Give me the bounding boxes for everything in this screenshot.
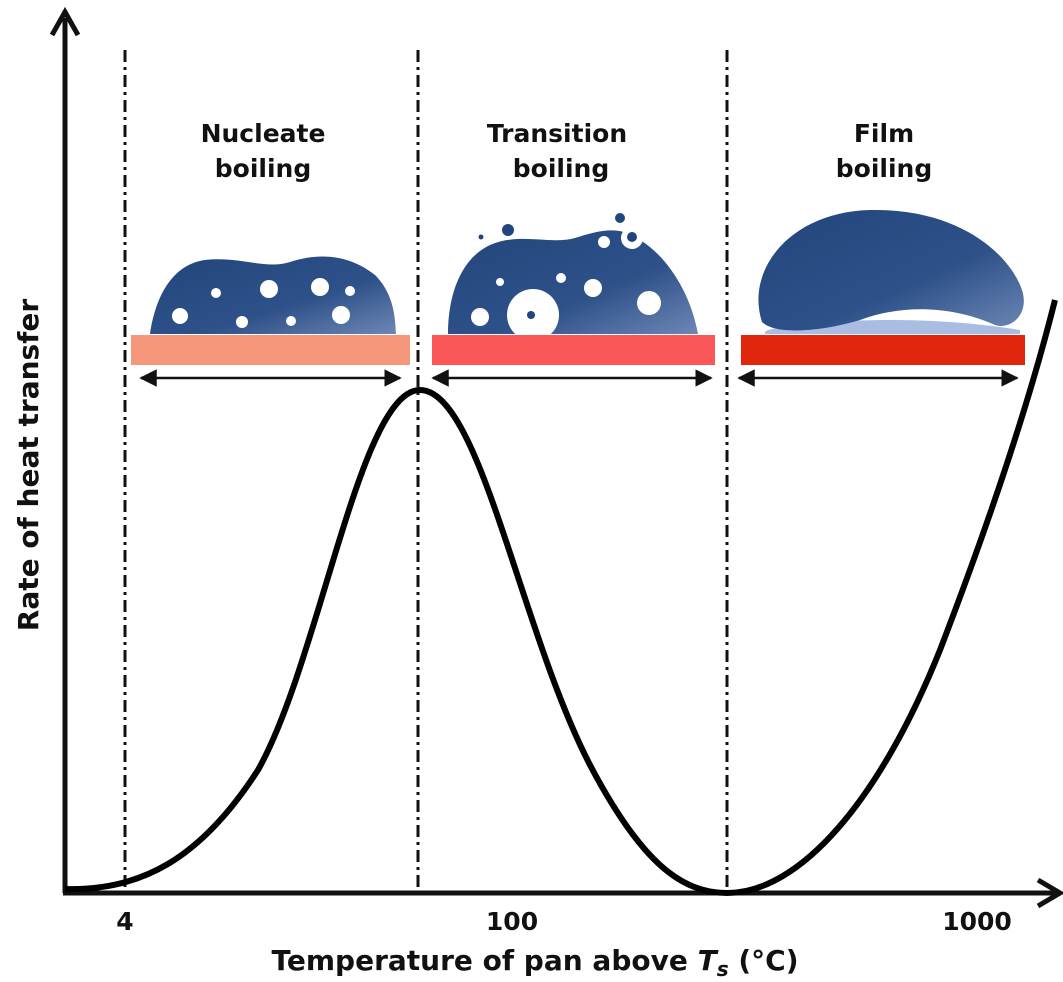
region-label: Nucleate bbox=[201, 119, 326, 148]
pan bbox=[131, 335, 410, 365]
x-tick-label: 4 bbox=[116, 907, 133, 936]
pan bbox=[741, 335, 1025, 365]
x-title-symbol: T bbox=[698, 944, 719, 977]
x-tick-label: 100 bbox=[486, 907, 538, 936]
region-label: boiling bbox=[836, 154, 932, 183]
region-label: boiling bbox=[215, 154, 311, 183]
region-label: Transition bbox=[487, 119, 627, 148]
boiling-diagram: Nucleate boiling Transition boiling Film… bbox=[0, 0, 1063, 982]
x-axis-title: Temperature of pan above Ts (°C) bbox=[271, 944, 798, 981]
y-axis-title: Rate of heat transfer bbox=[12, 299, 45, 632]
boiling-curve bbox=[65, 300, 1055, 893]
film-droplet bbox=[758, 210, 1023, 334]
x-title-subscript: s bbox=[717, 957, 729, 981]
transition-droplet bbox=[448, 213, 698, 341]
pan bbox=[432, 335, 715, 365]
region-label: boiling bbox=[513, 154, 609, 183]
region-label: Film bbox=[854, 119, 914, 148]
nucleate-droplet bbox=[150, 256, 396, 334]
x-title-unit: (°C) bbox=[738, 944, 798, 977]
x-title-text: Temperature of pan above bbox=[271, 944, 687, 977]
x-tick-label: 1000 bbox=[942, 907, 1012, 936]
